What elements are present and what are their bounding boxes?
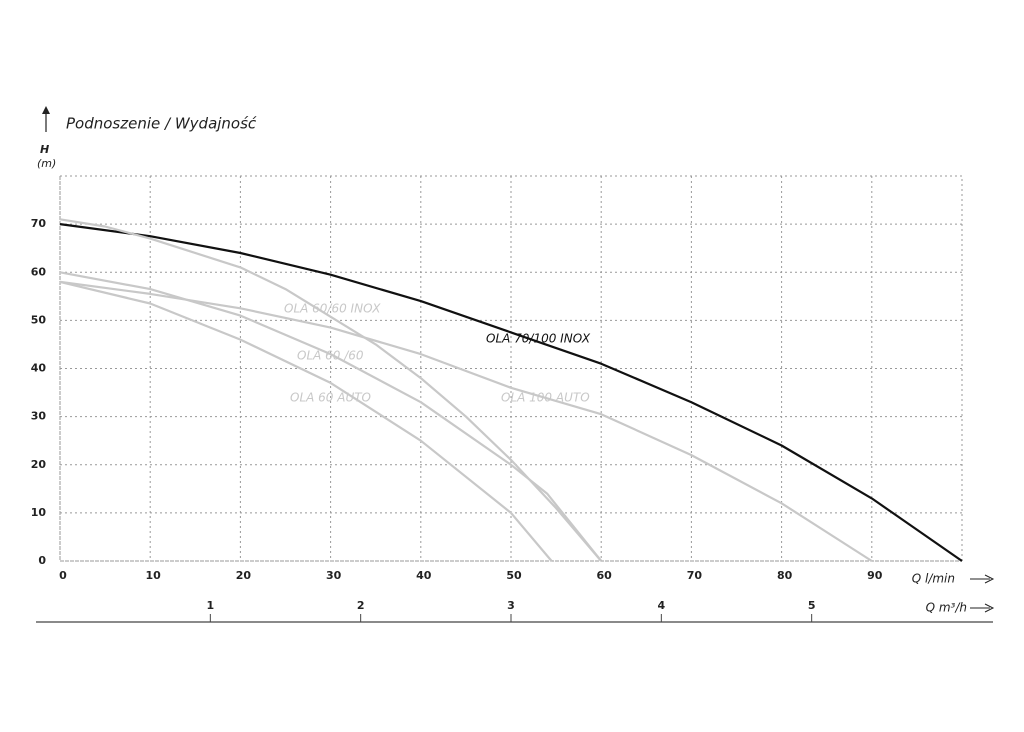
x-tick-label: 90 [867, 569, 883, 582]
y-axis-label: H [40, 143, 49, 156]
x2-tick-label: 5 [808, 599, 816, 612]
x2-tick-label: 1 [207, 599, 215, 612]
x-tick-label: 40 [416, 569, 432, 582]
y-tick-label: 40 [31, 362, 47, 375]
curve [59, 223, 963, 562]
curve [59, 280, 553, 562]
curve-label: OLA 60/60 INOX [284, 302, 381, 316]
x2-tick-label: 3 [507, 599, 515, 612]
x-tick-label: 0 [59, 569, 67, 582]
curve [59, 271, 603, 562]
y-tick-label: 30 [31, 410, 47, 423]
y-tick-label: 50 [31, 313, 47, 326]
x-arrow [970, 574, 995, 584]
x-tick-label: 10 [146, 569, 162, 582]
y-tick-label: 20 [31, 458, 47, 471]
curve [59, 280, 873, 562]
y-tick-label: 0 [38, 554, 46, 567]
x-tick-label: 50 [506, 569, 522, 582]
y-tick-label: 10 [31, 506, 47, 519]
curve-label: OLA 70/100 INOX [486, 332, 591, 346]
x2-tick-label: 2 [357, 599, 365, 612]
y-axis-unit: (m) [37, 157, 56, 170]
x-tick-label: 70 [687, 569, 703, 582]
x-tick-label: 30 [326, 569, 342, 582]
x2-axis-label: Q m³/h [926, 601, 967, 615]
curve-label: OLA 60 /60 [297, 349, 364, 363]
x-tick-label: 20 [236, 569, 252, 582]
chart-title: Podnoszenie / Wydajność [66, 115, 257, 133]
curve-label: OLA 60 AUTO [290, 391, 371, 405]
x2-tick-label: 4 [658, 599, 666, 612]
x-axis-label: Q l/min [912, 572, 955, 586]
x2-arrow [970, 603, 995, 613]
curve-label: OLA 100 AUTO [501, 391, 590, 405]
y-tick-label: 70 [31, 217, 47, 230]
y-arrow-head [42, 106, 50, 114]
x-tick-label: 60 [597, 569, 613, 582]
x-tick-label: 80 [777, 569, 793, 582]
y-tick-label: 60 [31, 265, 47, 278]
